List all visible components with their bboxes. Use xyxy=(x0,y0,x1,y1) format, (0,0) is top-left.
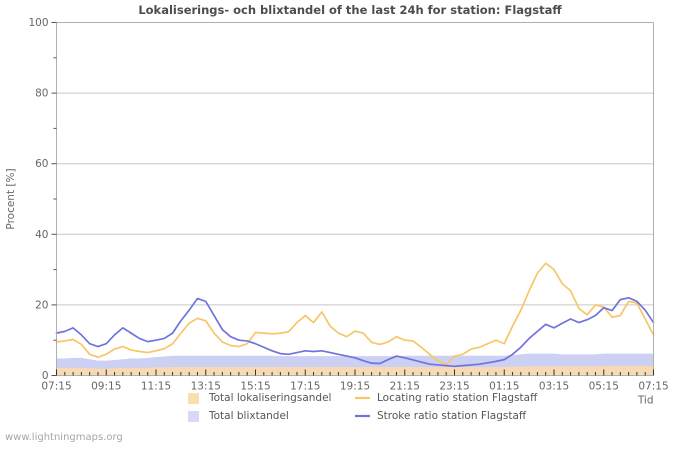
legend-swatch-total-lokaliseringsandel xyxy=(188,393,199,404)
y-axis-title: Procent [%] xyxy=(5,168,17,229)
legend-label-stroke-ratio-station-flagstaff: Stroke ratio station Flagstaff xyxy=(377,410,527,422)
xtick-label-6: 19:15 xyxy=(340,381,370,393)
xtick-label-10: 03:15 xyxy=(539,381,569,393)
xtick-label-12: 07:15 xyxy=(638,381,668,393)
xtick-label-8: 23:15 xyxy=(439,381,469,393)
ytick-label-100: 100 xyxy=(28,17,48,29)
watermark-text: www.lightningmaps.org xyxy=(5,432,123,443)
xtick-label-9: 01:15 xyxy=(489,381,519,393)
ytick-label-20: 20 xyxy=(35,299,48,311)
xtick-label-5: 17:15 xyxy=(290,381,320,393)
chart-legend: Total lokaliseringsandel Locating ratio s… xyxy=(188,392,538,422)
xtick-label-7: 21:15 xyxy=(390,381,420,393)
ytick-label-0: 0 xyxy=(42,370,49,382)
xtick-label-3: 13:15 xyxy=(191,381,221,393)
ytick-label-80: 80 xyxy=(35,88,48,100)
plot-background xyxy=(56,22,654,376)
series-line-locating-ratio-station-flagstaff xyxy=(55,262,655,366)
legend-swatch-total-blixtandel xyxy=(188,411,199,422)
x-axis-title: Tid xyxy=(637,395,654,407)
legend-label-total-blixtandel: Total blixtandel xyxy=(208,410,289,422)
xtick-label-2: 11:15 xyxy=(141,381,171,393)
xtick-label-0: 07:15 xyxy=(41,381,71,393)
ytick-label-40: 40 xyxy=(35,229,48,241)
xtick-label-11: 05:15 xyxy=(589,381,619,393)
xtick-label-4: 15:15 xyxy=(240,381,270,393)
ytick-label-60: 60 xyxy=(35,158,48,170)
xtick-label-1: 09:15 xyxy=(91,381,121,393)
legend-label-locating-ratio-station-flagstaff: Locating ratio station Flagstaff xyxy=(377,392,538,404)
series-line-stroke-ratio-station-flagstaff xyxy=(55,296,655,368)
legend-label-total-lokaliseringsandel: Total lokaliseringsandel xyxy=(208,392,331,404)
chart-title: Lokaliserings- och blixtandel of the las… xyxy=(138,3,562,17)
